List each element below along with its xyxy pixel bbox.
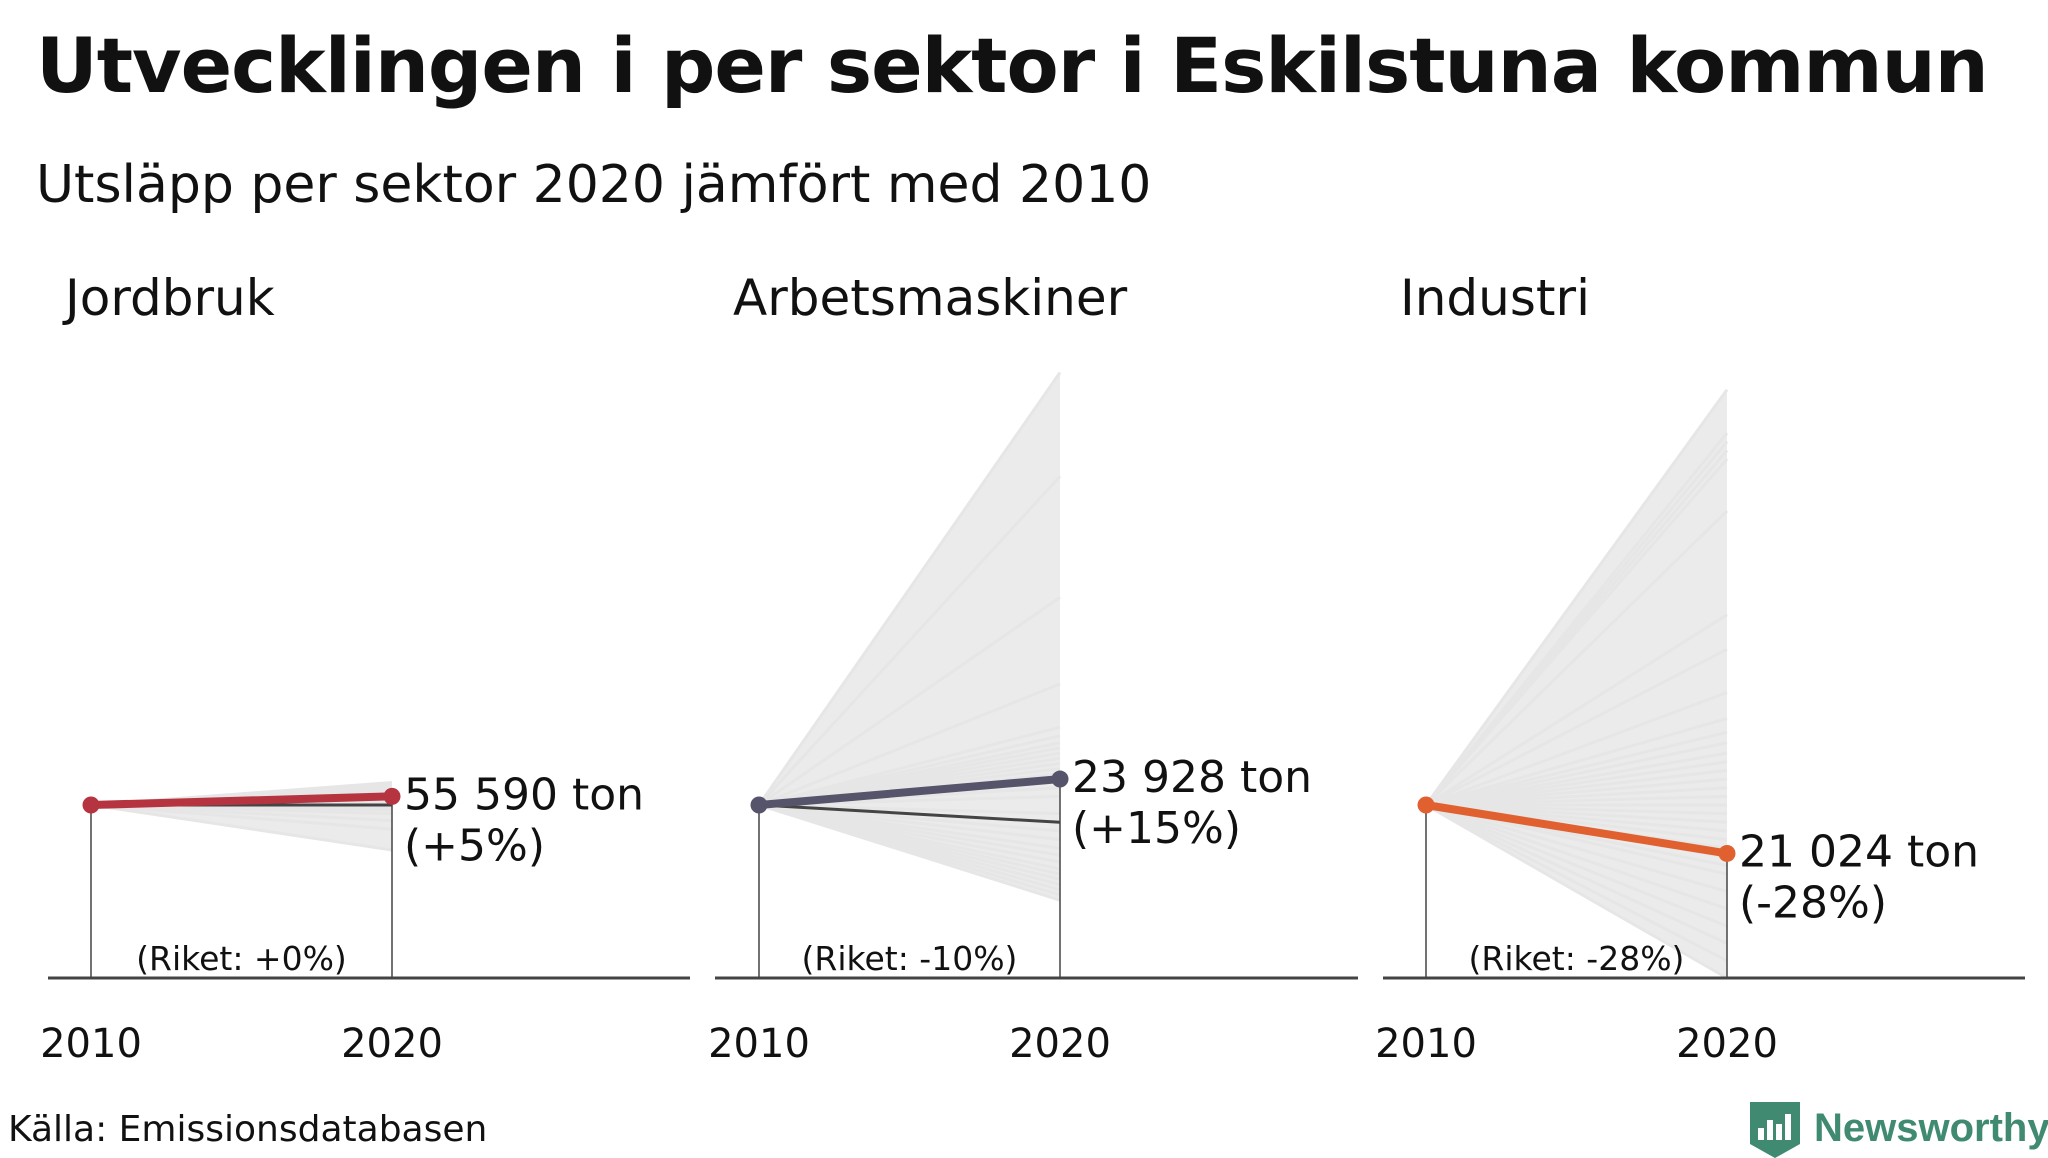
panel-1-x-tick-2010: 2010 bbox=[40, 1021, 142, 1067]
panel-1-point-2020 bbox=[383, 787, 401, 805]
chart-title: Utvecklingen i per sektor i Eskilstuna k… bbox=[36, 21, 1989, 110]
panel-3-context-line-27 bbox=[1425, 613, 1728, 807]
panel-1-x-tick-2020: 2020 bbox=[341, 1021, 443, 1067]
panel-2-context-range-area bbox=[759, 372, 1060, 901]
panel-3-highlight-line bbox=[1422, 801, 1731, 858]
panel-2-x-tick-2020: 2020 bbox=[1009, 1021, 1111, 1067]
panel-3-x-tick-2010: 2010 bbox=[1375, 1021, 1477, 1067]
panel-3-context-line-32 bbox=[1424, 432, 1729, 806]
panel-3-title: Industri bbox=[1400, 269, 1590, 327]
panel-2-context-line-25 bbox=[758, 682, 1061, 807]
source-note: Källa: Emissionsdatabasen bbox=[8, 1109, 488, 1150]
panel-3-x-tick-2020: 2020 bbox=[1676, 1021, 1778, 1067]
panel-2-point-2020 bbox=[1051, 770, 1069, 788]
panel-1-change-label: (+5%) bbox=[404, 820, 545, 871]
bar-chart-logo-icon bbox=[1750, 1102, 1800, 1158]
panel-3-context-line-21 bbox=[1425, 751, 1728, 807]
panel-3-context-line-33 bbox=[1424, 388, 1729, 806]
panel-3-context-line-24 bbox=[1425, 717, 1728, 807]
panel-3-point-2020 bbox=[1718, 844, 1736, 862]
panel-3-point-2010 bbox=[1417, 796, 1435, 814]
panel-2-value-label: 23 928 ton bbox=[1072, 752, 1312, 803]
panel-3-context-line-4 bbox=[1425, 803, 1728, 928]
panel-2-context-line-24 bbox=[758, 725, 1061, 807]
panel-3-value-label: 21 024 ton bbox=[1739, 826, 1979, 877]
panel-3-context-line-22 bbox=[1425, 741, 1728, 807]
brand-name: Newsworthy bbox=[1814, 1106, 2048, 1150]
panel-3-context-line-3 bbox=[1425, 803, 1728, 945]
panel-3-context-line-28 bbox=[1424, 509, 1729, 807]
chart-subtitle: Utsläpp per sektor 2020 jämfört med 2010 bbox=[36, 155, 1152, 215]
panel-2-context-line-28 bbox=[757, 371, 1062, 806]
panel-2-point-2010 bbox=[750, 796, 768, 814]
panel-3-context-line-6 bbox=[1425, 803, 1728, 893]
panel-2-change-label: (+15%) bbox=[1072, 803, 1241, 854]
panel-2-x-tick-2010: 2010 bbox=[708, 1021, 810, 1067]
panel-3-national-label: (Riket: -28%) bbox=[1469, 939, 1685, 978]
panel-1-point-2010 bbox=[82, 796, 100, 814]
panel-2-national-line bbox=[758, 803, 1061, 824]
newsworthy-logo[interactable]: Newsworthy bbox=[1750, 1098, 2048, 1158]
panel-3-context-line-2 bbox=[1425, 803, 1728, 963]
panel-3-context-line-23 bbox=[1425, 730, 1728, 807]
panel-3-context-line-5 bbox=[1425, 803, 1728, 911]
panel-2-context-line-27 bbox=[757, 475, 1062, 807]
panel-1-value-label: 55 590 ton bbox=[404, 769, 644, 820]
panel-3-context-line-26 bbox=[1425, 647, 1728, 807]
panel-2-context-line-26 bbox=[758, 596, 1061, 807]
panel-2-national-label: (Riket: -10%) bbox=[802, 939, 1018, 978]
panel-2-highlight-line bbox=[755, 775, 1064, 809]
panel-3-context-line-25 bbox=[1425, 691, 1728, 807]
panel-1-highlight-line bbox=[87, 792, 396, 809]
panel-3-change-label: (-28%) bbox=[1739, 877, 1887, 928]
panel-3-context-line-1 bbox=[1425, 803, 1728, 980]
panel-1-national-label: (Riket: +0%) bbox=[136, 939, 347, 978]
panel-1-title: Jordbruk bbox=[62, 269, 275, 327]
panel-1-context-line-1 bbox=[90, 803, 393, 852]
panel-2-title: Arbetsmaskiner bbox=[733, 269, 1128, 327]
